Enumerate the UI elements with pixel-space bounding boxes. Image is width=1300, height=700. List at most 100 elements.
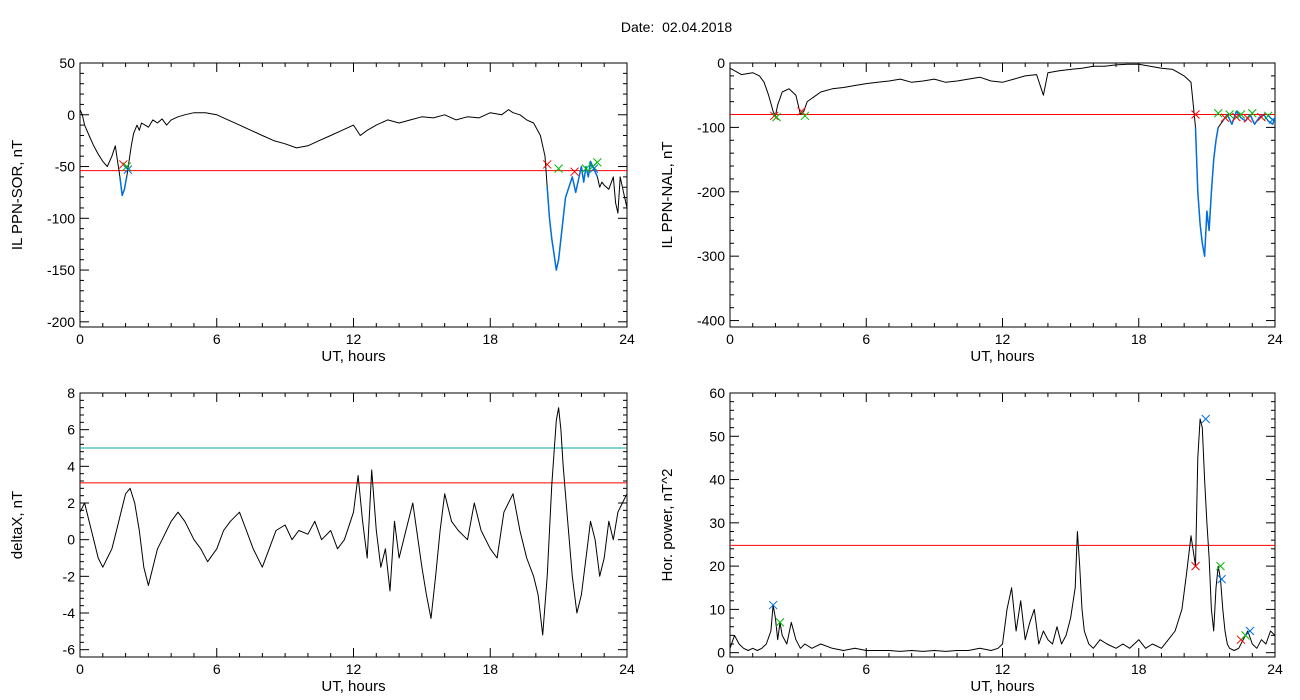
x-tick-label: 24 [1267,661,1283,677]
event-marker [1216,561,1225,571]
x-tick-label: 24 [619,331,635,347]
y-tick-label: -400 [697,313,725,329]
x-tick-label: 0 [76,661,84,677]
page-title: Date: 02.04.2018 [620,19,733,35]
plot-area [80,407,627,636]
y-axis-title: deltaX, nT [9,491,26,559]
y-tick-label: 0 [717,55,725,71]
x-axis-title: UT, hours [970,678,1034,695]
y-tick-label: 2 [67,495,75,511]
x-tick-label: 24 [619,661,635,677]
x-tick-label: 6 [213,331,221,347]
event-segment [546,160,599,271]
x-tick-label: 12 [346,331,362,347]
y-tick-label: -200 [47,314,75,330]
y-tick-label: 50 [709,428,725,444]
event-marker [1232,112,1241,122]
series-line [80,407,627,636]
plot-frame [729,392,1276,658]
y-tick-label: 20 [709,558,725,574]
x-tick-label: 18 [1131,331,1147,347]
y-tick-label: 0 [67,107,75,123]
event-marker [1191,561,1200,571]
event-marker [769,111,779,121]
x-axis-title: UT, hours [321,678,385,695]
event-marker [1217,574,1226,584]
event-marker [1225,110,1234,119]
event-marker [542,160,552,169]
y-tick-label: 40 [709,472,725,488]
y-tick-label: -100 [47,210,75,226]
event-marker [800,111,810,121]
y-tick-label: -300 [697,248,725,264]
y-tick-label: 30 [709,515,725,531]
event-marker [775,618,785,627]
event-marker [1257,112,1266,122]
x-tick-label: 18 [1131,661,1147,677]
series-line [80,109,627,271]
series-line [730,418,1275,652]
panel-sor: 0 6 12 18 24 50 0 -50 -100 -150 -200 UT, hours IL PP… [9,55,635,365]
event-marker [581,164,591,173]
x-tick-label: 6 [862,661,870,677]
y-tick-label: -50 [55,159,75,175]
x-tick-label: 6 [213,661,221,677]
y-tick-label: 4 [67,458,75,474]
event-marker [768,600,778,610]
x-tick-label: 18 [482,331,498,347]
event-segment [119,176,128,197]
event-segment [1194,127,1219,257]
y-tick-label: -100 [697,119,725,135]
event-marker [589,164,599,173]
event-marker [1268,115,1275,125]
y-tick-label: 6 [67,422,75,438]
y-tick-label: 0 [67,532,75,548]
event-marker [554,164,563,173]
x-tick-label: 24 [1267,331,1283,347]
y-tick-label: 50 [59,55,75,71]
x-axis-title: UT, hours [970,348,1034,365]
event-segment [1222,110,1275,125]
event-marker [1236,110,1246,119]
plot-frame [79,62,628,328]
event-marker [123,165,133,174]
y-axis-title: IL PPN-SOR, nT [9,140,26,250]
panel-deltax: 0 6 12 18 24 8 6 4 2 0 -2 -4 -6 UT, hours deltaX, nT [9,385,635,695]
y-tick-label: -200 [697,184,725,200]
y-tick-label: 8 [67,385,75,401]
event-marker [570,167,579,177]
y-axis-title: IL PPN-NAL, nT [659,142,676,249]
y-axis-title: Hor. power, nT^2 [659,469,676,582]
x-tick-label: 18 [482,661,498,677]
series-line [730,63,1275,257]
y-tick-label: -4 [63,605,76,621]
x-tick-label: 12 [346,661,362,677]
y-tick-label: 10 [709,601,725,617]
plot-area [730,414,1275,652]
event-marker [1247,108,1257,118]
event-marker [1245,626,1255,636]
event-marker [797,106,806,116]
x-tick-label: 12 [995,661,1011,677]
event-marker [1191,110,1200,119]
event-marker [1220,113,1230,123]
panel-nal: 0 6 12 18 24 0 -100 -200 -300 -400 UT, hours IL PPN… [659,55,1283,365]
plot-frame [79,392,628,658]
y-tick-label: -2 [63,568,76,584]
x-tick-label: 6 [862,331,870,347]
y-tick-label: 0 [717,645,725,661]
x-tick-label: 0 [726,661,734,677]
x-tick-label: 0 [76,331,84,347]
y-tick-label: -6 [63,642,76,658]
event-marker [593,158,602,167]
plot-area [80,109,627,271]
event-marker [1201,414,1211,424]
panel-horpower: 0 6 12 18 24 60 50 40 30 20 10 0 UT, hours Hor. power… [659,385,1283,695]
x-axis-title: UT, hours [321,348,385,365]
y-tick-label: -150 [47,262,75,278]
event-marker [772,112,781,122]
event-marker [1213,108,1223,118]
plot-area [730,63,1275,257]
x-tick-label: 0 [726,331,734,347]
